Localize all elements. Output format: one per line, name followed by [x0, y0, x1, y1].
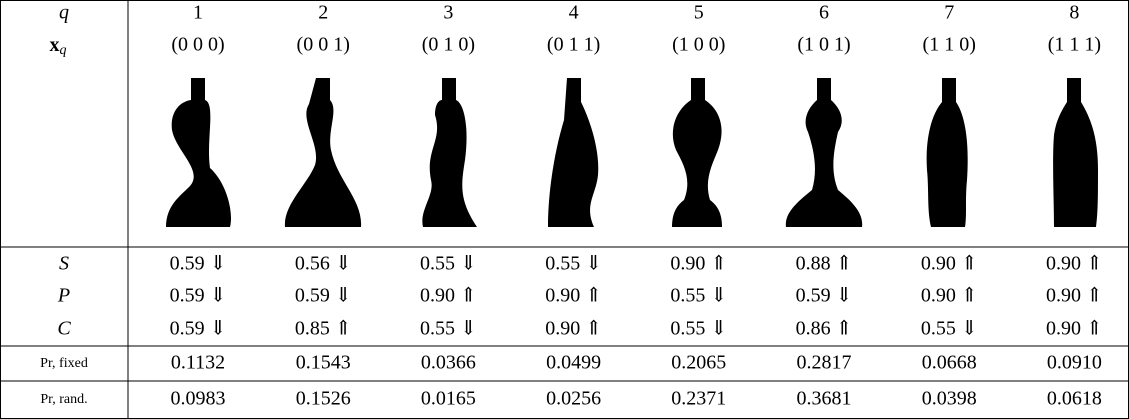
- cell-value: 0.59 ⇓: [170, 253, 227, 275]
- silhouette: [422, 78, 477, 227]
- cell-value: 0.3681: [797, 388, 852, 410]
- cell-value: 0.1543: [296, 352, 351, 374]
- cell-value: 0.88 ⇑: [796, 253, 853, 275]
- silhouette: [284, 78, 362, 227]
- q-label: q: [59, 2, 69, 24]
- cell-value: 0.86 ⇑: [796, 318, 853, 340]
- silhouette: [785, 78, 863, 227]
- cell-value: 0.55 ⇓: [921, 318, 978, 340]
- cell-value: 0.2817: [797, 352, 852, 374]
- cell-value: 0.90 ⇑: [921, 253, 978, 275]
- cell-value: 0.90 ⇑: [1046, 253, 1103, 275]
- x-label-sub: q: [60, 43, 67, 58]
- cell-value: 0.0618: [1047, 388, 1102, 410]
- column-code: (1 1 0): [923, 34, 976, 56]
- column-index: 7: [944, 2, 954, 24]
- cell-value: 0.0499: [546, 352, 601, 374]
- column-index: 2: [318, 2, 328, 24]
- column-index: 8: [1069, 2, 1079, 24]
- cell-value: 0.0910: [1047, 352, 1102, 374]
- row-label: C: [57, 318, 71, 340]
- column-code: (0 0 0): [171, 34, 224, 56]
- cell-value: 0.90 ⇑: [670, 253, 727, 275]
- cell-value: 0.2065: [671, 352, 726, 374]
- cell-value: 0.90 ⇑: [1046, 318, 1103, 340]
- cell-value: 0.59 ⇓: [170, 285, 227, 307]
- x-label: xq: [50, 34, 67, 59]
- cell-value: 0.0256: [546, 388, 601, 410]
- cell-value: 0.59 ⇓: [170, 318, 227, 340]
- cell-value: 0.0366: [421, 352, 476, 374]
- row-label: Pr, rand.: [40, 392, 87, 407]
- silhouette: [1053, 78, 1098, 227]
- cell-value: 0.55 ⇓: [420, 318, 477, 340]
- cell-value: 0.0398: [922, 388, 977, 410]
- cell-value: 0.59 ⇓: [295, 285, 352, 307]
- x-label-main: x: [50, 34, 60, 56]
- cell-value: 0.2371: [671, 388, 726, 410]
- cell-value: 0.90 ⇑: [1046, 285, 1103, 307]
- cell-value: 0.0983: [171, 388, 226, 410]
- silhouette: [166, 78, 232, 227]
- cell-value: 0.85 ⇑: [295, 318, 352, 340]
- cell-value: 0.55 ⇓: [420, 253, 477, 275]
- column-index: 1: [193, 2, 203, 24]
- column-code: (0 0 1): [297, 34, 350, 56]
- column-code: (1 1 1): [1048, 34, 1101, 56]
- column-index: 6: [819, 2, 829, 24]
- cell-value: 0.1132: [171, 352, 225, 374]
- cell-value: 0.55 ⇓: [670, 285, 727, 307]
- silhouette: [548, 78, 599, 227]
- column-code: (1 0 0): [672, 34, 725, 56]
- row-label: S: [59, 253, 69, 275]
- column-index: 5: [694, 2, 704, 24]
- cell-value: 0.90 ⇑: [545, 318, 602, 340]
- cell-value: 0.59 ⇓: [796, 285, 853, 307]
- cell-value: 0.90 ⇑: [545, 285, 602, 307]
- column-index: 4: [569, 2, 579, 24]
- silhouettes: [166, 78, 1098, 227]
- silhouette: [672, 78, 722, 227]
- cell-value: 0.0165: [421, 388, 476, 410]
- cell-value: 0.0668: [922, 352, 977, 374]
- column-code: (0 1 0): [422, 34, 475, 56]
- cell-value: 0.56 ⇓: [295, 253, 352, 275]
- row-label: P: [57, 285, 70, 307]
- cell-value: 0.90 ⇑: [420, 285, 477, 307]
- cell-value: 0.90 ⇑: [921, 285, 978, 307]
- row-label: Pr, fixed: [40, 356, 88, 371]
- cell-value: 0.55 ⇓: [670, 318, 727, 340]
- column-index: 3: [443, 2, 453, 24]
- cell-value: 0.55 ⇓: [545, 253, 602, 275]
- column-code: (0 1 1): [547, 34, 600, 56]
- column-code: (1 0 1): [797, 34, 850, 56]
- silhouette: [926, 78, 968, 227]
- cell-value: 0.1526: [296, 388, 351, 410]
